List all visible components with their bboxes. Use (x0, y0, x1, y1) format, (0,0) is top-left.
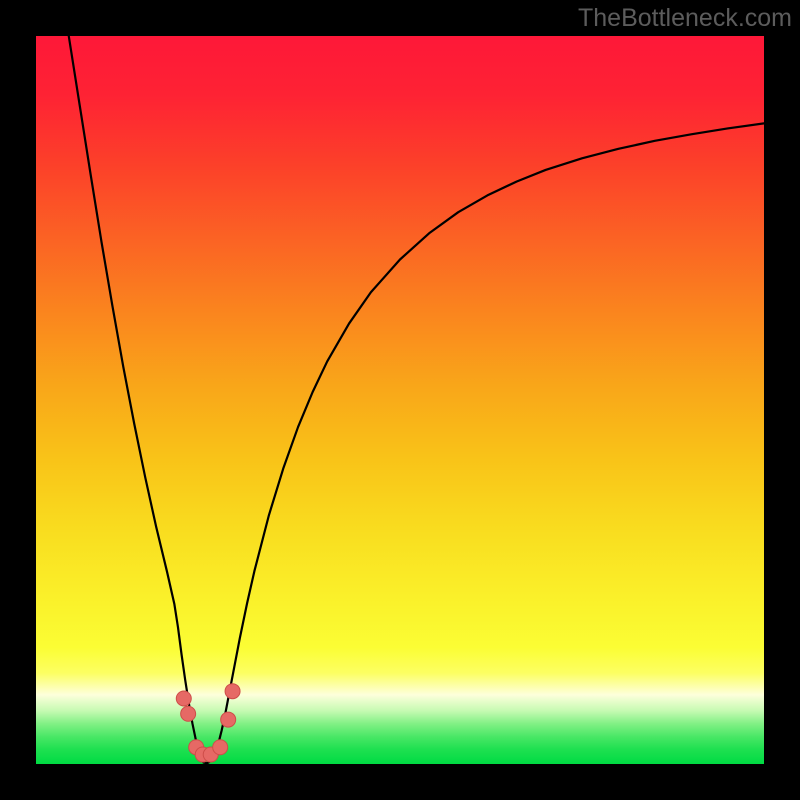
plot-area (36, 36, 764, 764)
curve-marker (181, 706, 196, 721)
curve-marker (221, 712, 236, 727)
watermark-text: TheBottleneck.com (578, 4, 792, 33)
curve-marker (213, 740, 228, 755)
chart-svg (0, 0, 800, 800)
chart-frame: TheBottleneck.com (0, 0, 800, 800)
curve-marker (176, 691, 191, 706)
curve-marker (225, 684, 240, 699)
